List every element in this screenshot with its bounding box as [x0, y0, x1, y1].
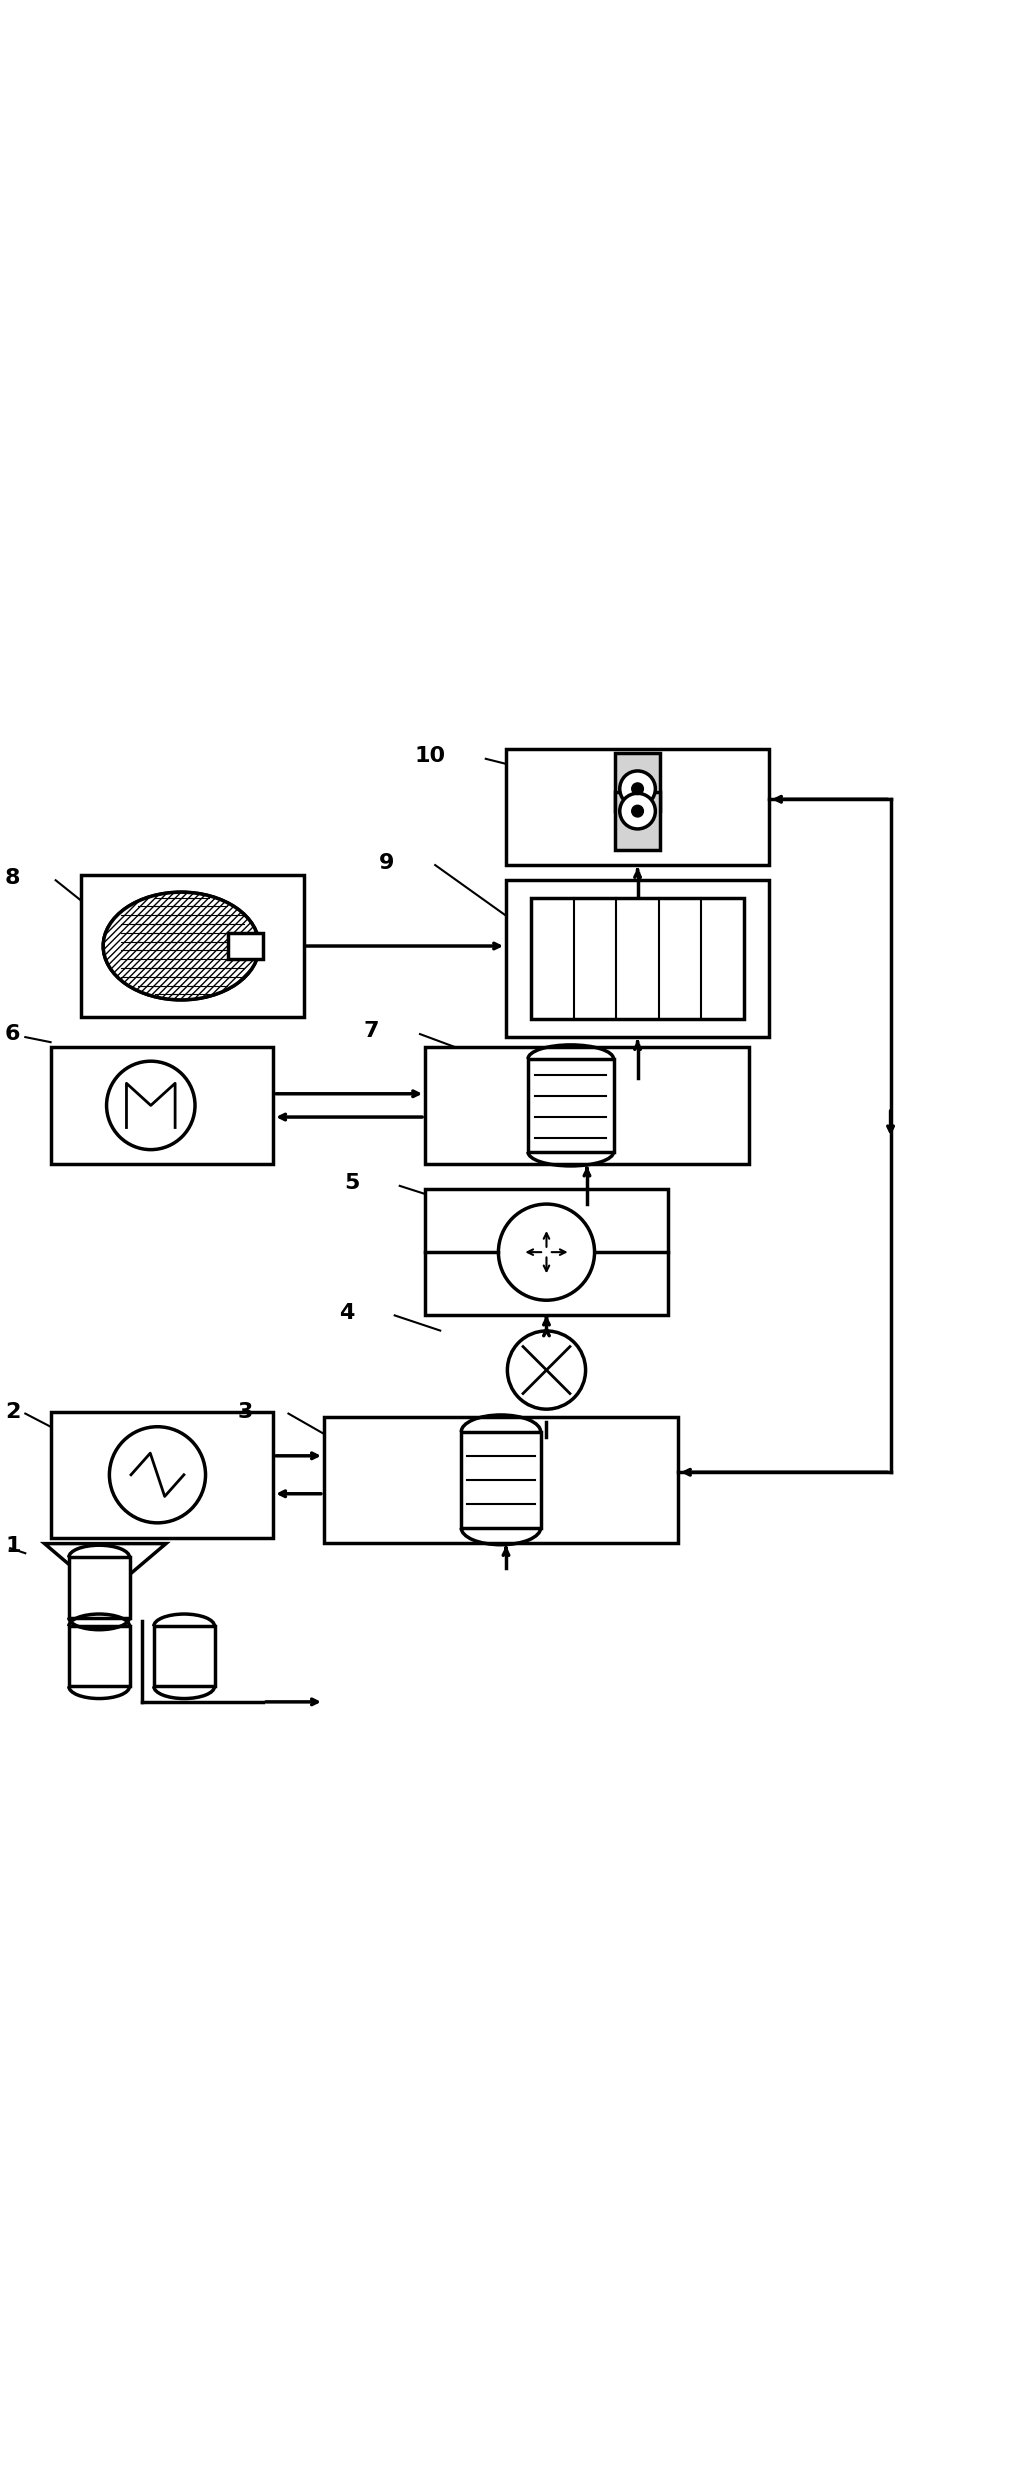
Circle shape	[619, 771, 655, 806]
Polygon shape	[44, 1544, 166, 1594]
Circle shape	[497, 1205, 594, 1299]
Bar	[506, 749, 768, 865]
Text: 10: 10	[413, 746, 445, 766]
Ellipse shape	[103, 892, 259, 999]
Circle shape	[109, 1428, 205, 1522]
Text: 3: 3	[238, 1401, 253, 1420]
Text: 4: 4	[339, 1304, 354, 1324]
Bar	[461, 1433, 540, 1527]
Circle shape	[507, 1331, 585, 1408]
Bar	[615, 791, 659, 850]
Text: 1: 1	[5, 1537, 20, 1557]
Circle shape	[619, 793, 655, 828]
Bar	[81, 875, 303, 1016]
Bar	[69, 1626, 129, 1686]
Bar	[528, 1059, 613, 1153]
Text: 7: 7	[364, 1021, 379, 1041]
Text: 8: 8	[5, 868, 20, 887]
Text: 5: 5	[344, 1173, 359, 1192]
Bar	[69, 1557, 129, 1619]
Circle shape	[631, 783, 643, 796]
Bar	[51, 1046, 273, 1163]
Bar	[324, 1416, 677, 1542]
Bar	[425, 1046, 748, 1163]
Bar	[506, 880, 768, 1036]
Bar	[227, 932, 263, 959]
Text: 6: 6	[5, 1024, 20, 1044]
Bar	[615, 754, 659, 811]
Bar	[154, 1626, 214, 1686]
Circle shape	[631, 806, 643, 818]
Text: 9: 9	[379, 853, 394, 873]
Bar	[51, 1411, 273, 1537]
Bar	[425, 1190, 667, 1316]
Circle shape	[106, 1061, 195, 1150]
Bar	[531, 897, 743, 1019]
Ellipse shape	[103, 892, 259, 999]
Text: 2: 2	[5, 1401, 20, 1420]
